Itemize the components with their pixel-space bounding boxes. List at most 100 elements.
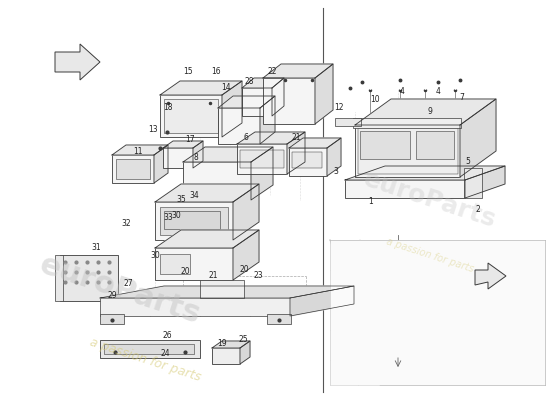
Polygon shape: [287, 132, 305, 174]
Text: 10: 10: [370, 96, 380, 104]
Bar: [160, 95, 222, 137]
Text: a passion for parts: a passion for parts: [87, 336, 202, 384]
Bar: [63, 258, 71, 265]
Bar: [464, 168, 482, 198]
Bar: [160, 207, 228, 235]
Polygon shape: [160, 81, 242, 95]
Bar: [85, 288, 93, 295]
Bar: [116, 159, 150, 179]
Text: 3: 3: [333, 168, 338, 176]
Bar: [107, 288, 115, 295]
Polygon shape: [475, 263, 506, 289]
Bar: [74, 268, 82, 275]
Polygon shape: [112, 145, 168, 155]
Bar: [164, 211, 220, 229]
Bar: [200, 280, 244, 298]
Bar: [74, 258, 82, 265]
Text: 19: 19: [217, 340, 227, 348]
Text: 15: 15: [183, 68, 193, 76]
Bar: [96, 288, 104, 295]
Bar: [85, 258, 93, 265]
Bar: [60, 255, 118, 301]
Bar: [85, 278, 93, 285]
Text: 30: 30: [150, 250, 160, 260]
Polygon shape: [155, 184, 259, 202]
Bar: [107, 278, 115, 285]
Polygon shape: [272, 78, 284, 116]
Text: 33: 33: [163, 214, 173, 222]
Text: 8: 8: [194, 154, 199, 162]
Text: 22: 22: [267, 68, 277, 76]
Text: 6: 6: [244, 134, 249, 142]
Text: a passion for parts: a passion for parts: [385, 236, 475, 274]
Bar: [358, 128, 458, 174]
Polygon shape: [218, 96, 275, 108]
Text: 29: 29: [107, 292, 117, 300]
Polygon shape: [251, 147, 273, 200]
Text: 26: 26: [162, 332, 172, 340]
Polygon shape: [315, 64, 333, 124]
Bar: [63, 288, 71, 295]
Bar: [263, 78, 315, 124]
Bar: [242, 88, 272, 116]
Text: 31: 31: [91, 244, 101, 252]
Bar: [104, 344, 194, 354]
Text: 14: 14: [221, 82, 231, 92]
Bar: [360, 131, 410, 159]
Bar: [100, 314, 124, 324]
Bar: [416, 131, 454, 159]
Bar: [112, 155, 154, 183]
Polygon shape: [465, 166, 505, 198]
Polygon shape: [327, 138, 341, 176]
Bar: [100, 298, 290, 316]
Bar: [55, 255, 63, 301]
Polygon shape: [290, 286, 354, 316]
Bar: [353, 118, 461, 128]
Text: 30: 30: [171, 210, 181, 220]
Bar: [85, 268, 93, 275]
Bar: [63, 268, 71, 275]
Text: euroParts: euroParts: [36, 250, 204, 330]
Bar: [218, 108, 260, 144]
Text: 2: 2: [476, 206, 480, 214]
Text: 20: 20: [239, 266, 249, 274]
Polygon shape: [460, 99, 496, 177]
Polygon shape: [242, 78, 284, 88]
Bar: [330, 240, 545, 385]
Bar: [183, 162, 251, 200]
Polygon shape: [289, 138, 341, 148]
Bar: [160, 254, 190, 274]
Text: 24: 24: [160, 350, 170, 358]
Polygon shape: [260, 96, 275, 144]
Bar: [345, 180, 465, 198]
Polygon shape: [233, 184, 259, 240]
Bar: [100, 340, 200, 358]
Polygon shape: [222, 81, 242, 137]
Bar: [96, 268, 104, 275]
Polygon shape: [263, 64, 333, 78]
Polygon shape: [154, 145, 168, 183]
Bar: [292, 152, 322, 168]
Bar: [237, 144, 287, 174]
Text: 4: 4: [399, 88, 404, 96]
Text: 28: 28: [244, 78, 254, 86]
Text: 21: 21: [208, 270, 218, 280]
Text: euroParts: euroParts: [361, 167, 499, 233]
Text: 20: 20: [180, 268, 190, 276]
Text: 9: 9: [427, 108, 432, 116]
Bar: [107, 268, 115, 275]
Bar: [96, 278, 104, 285]
Bar: [240, 150, 284, 168]
Text: 17: 17: [185, 136, 195, 144]
Text: 4: 4: [436, 88, 441, 96]
Text: 32: 32: [121, 220, 131, 228]
Bar: [74, 288, 82, 295]
Text: 12: 12: [334, 102, 344, 112]
Text: 35: 35: [176, 196, 186, 204]
Text: 11: 11: [133, 148, 143, 156]
Bar: [107, 258, 115, 265]
Text: 13: 13: [148, 126, 158, 134]
Bar: [63, 278, 71, 285]
Polygon shape: [355, 99, 496, 125]
Bar: [96, 258, 104, 265]
